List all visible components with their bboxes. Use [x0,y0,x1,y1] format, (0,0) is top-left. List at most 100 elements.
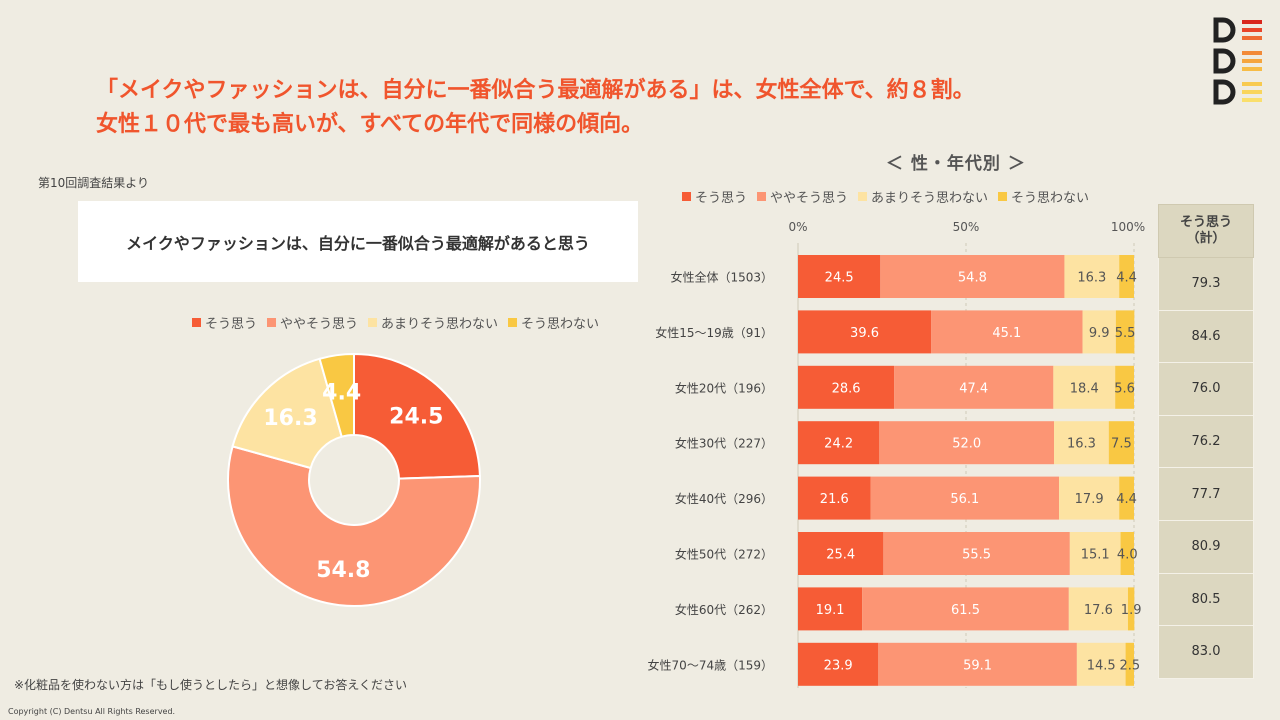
category-label: 女性20代（196） [675,380,773,395]
axis-tick-label: 100% [1111,220,1145,234]
category-label: 女性30代（227） [675,436,773,451]
axis-tick-label: 0% [788,220,807,234]
bar-value-label: 61.5 [951,603,980,618]
legend-item: あまりそう思わない [858,187,988,206]
legend-swatch [368,318,378,327]
bar-value-label: 23.9 [824,658,853,673]
legend-item: そう思わない [508,313,599,332]
bar-value-label: 52.0 [952,437,981,452]
legend-swatch [682,192,691,201]
bar-value-label: 21.6 [820,492,849,507]
legend-item: そう思わない [998,187,1089,206]
bar-segment [1068,587,1128,631]
bar-segment [1119,476,1134,520]
bar-segment [1069,532,1121,575]
legend-label: そう思わない [521,317,600,332]
donut-label: 16.3 [263,406,317,431]
donut-slice [353,352,481,480]
bar-value-label: 17.6 [1084,603,1113,618]
legend-swatch [192,318,201,327]
bar-segment [870,476,1060,520]
footnote: ※化粧品を使わない方は「もし使うとしたら」と想像してお答えください [14,678,407,692]
summary-cell: 76.2 [1158,415,1254,469]
bar-value-label: 7.5 [1111,437,1132,452]
bar-segment [1053,365,1116,409]
bar-segment [880,255,1065,298]
bar-segment [798,476,871,520]
bar-segment [1125,642,1134,686]
category-label: 女性60代（262） [675,602,773,617]
headline: 「メイクやファッションは、自分に一番似合う最適解がある」は、女性全体で、約８割。… [96,74,1096,142]
category-label: 女性50代（272） [675,547,773,562]
summary-cells: 79.3 84.6 76.0 76.2 77.7 80.9 80.5 83.0 [1158,258,1254,679]
bar-value-label: 17.9 [1075,492,1104,507]
logo-letters [1213,17,1236,105]
bar-value-label: 4.0 [1117,548,1138,563]
bar-value-label: 45.1 [992,326,1021,341]
dentsu-logo [1213,17,1262,105]
legend-label: あまりそう思わない [381,317,499,332]
summary-header: そう思う （計） [1158,204,1254,258]
bar-value-label: 16.3 [1077,271,1106,286]
bar-value-label: 15.1 [1081,548,1110,563]
bar-value-label: 9.9 [1089,326,1110,341]
summary-header-line-1: そう思う [1179,215,1232,230]
bar-segment [1059,476,1120,520]
bar-value-label: 5.6 [1114,381,1135,396]
legend-item: ややそう思う [757,187,848,206]
legend-label: ややそう思う [770,191,849,206]
bar-segment [1108,421,1134,465]
axis-tick-label: 50% [953,220,980,234]
bar-segment [883,532,1070,575]
category-label: 女性40代（296） [675,491,773,506]
category-label: 女性70～74歳（159） [648,657,773,672]
headline-line-2: 女性１０代で最も高いが、すべての年代で同様の傾向。 [96,112,644,137]
bar-value-label: 19.1 [816,603,845,618]
legend-label: あまりそう思わない [871,191,989,206]
bar-segment [1082,310,1116,354]
legend-label: ややそう思う [280,317,359,332]
question-text: メイクやファッションは、自分に一番似合う最適解があると思う [126,233,590,253]
category-label: 女性15～19歳（91） [655,325,773,340]
stacked-bar-chart: 0% 50% 100% 女性全体（1503） 24.5 54.8 16.3 4.4 女性15～1… [648,220,1145,688]
donut-label: 24.5 [389,405,443,430]
bar-segment [862,587,1069,631]
summary-cell: 80.5 [1158,573,1254,627]
bar-value-label: 2.5 [1119,658,1140,673]
bar-value-label: 55.5 [962,548,991,563]
bar-value-label: 24.5 [825,271,854,286]
bar-segment [798,587,863,631]
bar-segment [798,532,884,575]
headline-line-1: 「メイクやファッションは、自分に一番似合う最適解がある」は、女性全体で、約８割。 [96,78,975,103]
legend-label: そう思う [205,317,258,332]
bar-segment [878,642,1077,686]
bar-segment [1064,255,1120,298]
donut-slice [227,445,481,607]
legend-swatch [998,192,1008,201]
bar-value-label: 14.5 [1087,658,1116,673]
category-label: 女性全体（1503） [670,270,773,285]
bar-value-label: 56.1 [950,492,979,507]
summary-header-line-2: （計） [1186,231,1226,246]
question-box: メイクやファッションは、自分に一番似合う最適解があると思う [78,201,638,282]
donut-legend: そう思う ややそう思う あまりそう思わない そう思わない [192,313,609,332]
bar-segment [798,421,880,465]
bar-value-label: 18.4 [1070,381,1099,396]
donut-label: 4.4 [322,380,361,405]
survey-note: 第10回調査結果より [38,176,150,190]
summary-cell: 76.0 [1158,363,1254,416]
summary-column: そう思う （計） 79.3 84.6 76.0 76.2 77.7 80.9 80.5 83.… [1158,204,1254,679]
bar-segment [1127,587,1135,631]
bar-value-label: 39.6 [850,326,879,341]
legend-swatch [858,192,868,201]
bar-value-label: 54.8 [958,271,987,286]
summary-cell: 80.9 [1158,520,1254,574]
bar-value-label: 5.5 [1115,326,1136,341]
breakdown-title: ＜ 性・年代別 ＞ [886,154,1026,174]
bar-value-label: 4.4 [1116,492,1137,507]
bar-value-label: 24.2 [824,437,853,452]
bar-segment [798,255,881,298]
donut-chart: 24.5 54.8 16.34.4 [227,352,481,607]
legend-swatch [757,192,767,201]
legend-label: そう思わない [1011,191,1090,206]
